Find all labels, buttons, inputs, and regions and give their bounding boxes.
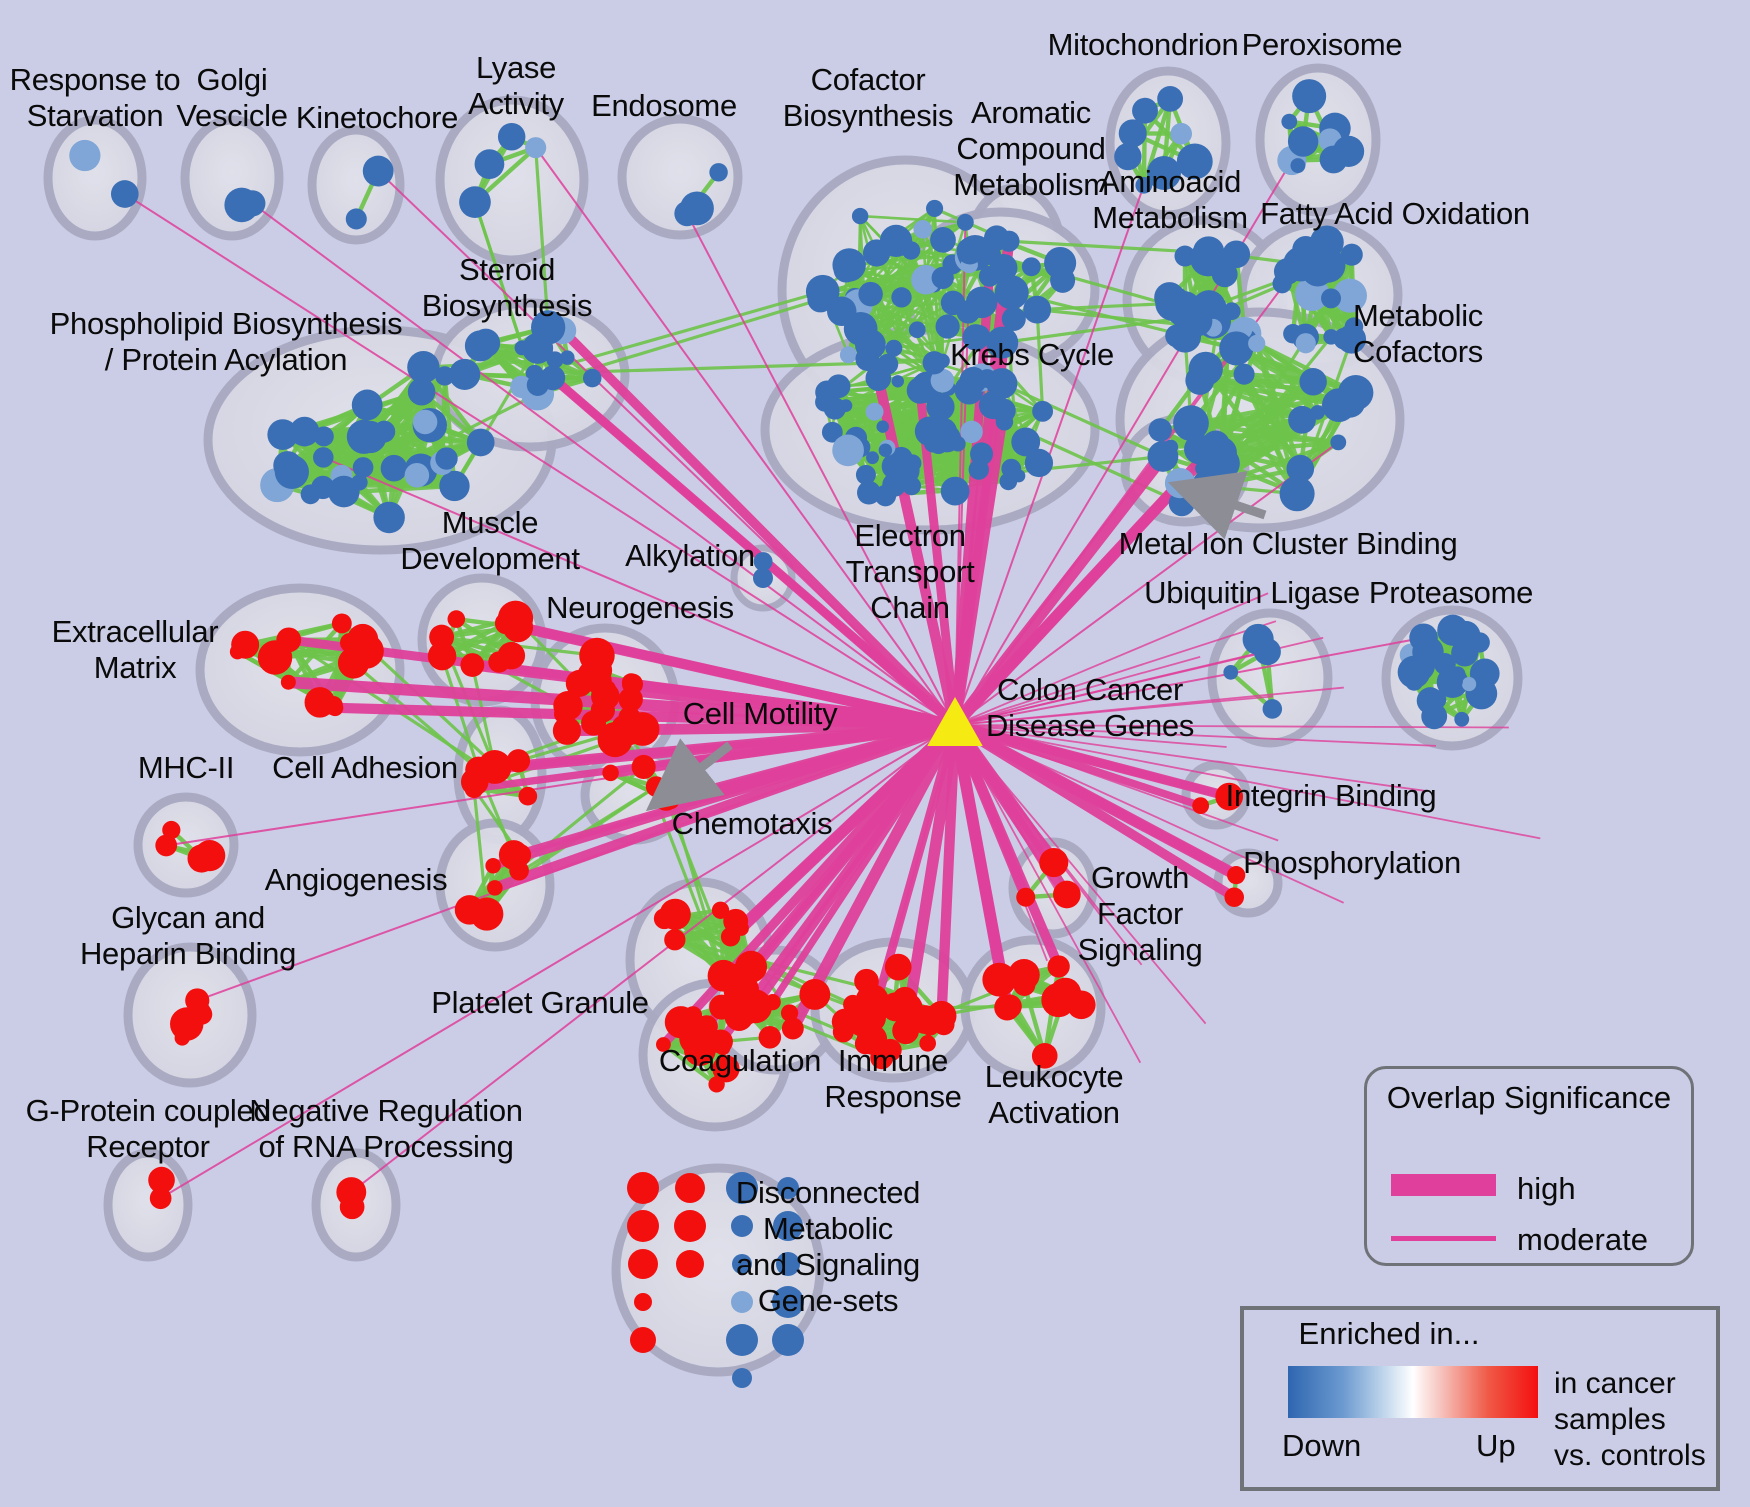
cluster-label-response-to-starvation: Response to Starvation — [9, 62, 181, 133]
enrichment-up-label: Up — [1476, 1428, 1516, 1463]
overlap-high-label: high — [1517, 1171, 1576, 1206]
cluster-label-coagulation: Coagulation — [658, 1043, 822, 1078]
cluster-label-negative-regulation-rna-processing: Negative Regulation of RNA Processing — [249, 1093, 523, 1164]
cluster-label-growth-factor-signaling: Growth Factor Signaling — [1077, 860, 1203, 967]
cluster-label-peroxisome: Peroxisome — [1241, 27, 1403, 62]
cluster-label-fatty-acid-oxidation: Fatty Acid Oxidation — [1260, 196, 1530, 231]
hub-label: Colon Cancer Disease Genes — [985, 672, 1195, 743]
cluster-label-muscle-development: Muscle Development — [400, 505, 580, 576]
cluster-label-metabolic-cofactors: Metabolic Cofactors — [1353, 298, 1483, 369]
overlap-high-swatch — [1391, 1174, 1496, 1196]
enrichment-context-label: in cancer samples vs. controls — [1554, 1367, 1706, 1472]
enrichment-colorbar — [1288, 1366, 1538, 1418]
cluster-label-krebs-cycle: Krebs Cycle — [950, 337, 1114, 372]
cluster-label-ubiquitin-ligase: Ubiquitin Ligase — [1144, 575, 1360, 610]
cluster-label-aminoacid-metabolism: Aminoacid Metabolism — [1092, 164, 1248, 235]
overlap-legend-title: Overlap Significance — [1386, 1080, 1672, 1115]
cluster-label-chemotaxis: Chemotaxis — [671, 806, 833, 841]
cluster-label-mhc-ii: MHC-II — [137, 750, 235, 785]
overlap-moderate-swatch — [1391, 1236, 1496, 1241]
cluster-label-angiogenesis: Angiogenesis — [264, 862, 448, 897]
cluster-label-g-protein-coupled-receptor: G-Protein coupled Receptor — [25, 1093, 271, 1164]
cluster-label-glycan-heparin-binding: Glycan and Heparin Binding — [79, 900, 297, 971]
cluster-label-extracellular-matrix: Extracellular Matrix — [51, 614, 219, 685]
cluster-label-aromatic-compound-metabolism: Aromatic Compound Metabolism — [953, 95, 1109, 202]
cluster-label-cell-adhesion: Cell Adhesion — [272, 750, 458, 785]
enrichment-legend-title: Enriched in... — [1298, 1316, 1480, 1351]
cluster-label-disconnected-gene-sets: Disconnected Metabolic and Signaling Gen… — [735, 1175, 921, 1318]
cluster-label-proteasome: Proteasome — [1368, 575, 1534, 610]
cluster-label-electron-transport-chain: Electron Transport Chain — [845, 518, 975, 625]
overlap-significance-legend: Overlap Significance high moderate — [1364, 1066, 1694, 1266]
cluster-label-metal-ion-cluster-binding: Metal Ion Cluster Binding — [1118, 526, 1458, 561]
overlap-moderate-label: moderate — [1517, 1222, 1648, 1257]
cluster-label-immune-response: Immune Response — [824, 1043, 962, 1114]
network-nodes — [69, 79, 1500, 1388]
cluster-label-mitochondrion: Mitochondrion — [1047, 27, 1239, 62]
cluster-label-steroid-biosynthesis: Steroid Biosynthesis — [421, 252, 593, 323]
cluster-label-golgi-vescicle: Golgi Vescicle — [176, 62, 288, 133]
cluster-label-alkylation: Alkylation — [625, 538, 755, 573]
cluster-label-endosome: Endosome — [591, 88, 737, 123]
cluster-label-neurogenesis: Neurogenesis — [546, 590, 734, 625]
cluster-label-integrin-binding: Integrin Binding — [1225, 778, 1437, 813]
annotation-arrows — [645, 471, 1267, 812]
cluster-label-kinetochore: Kinetochore — [295, 100, 459, 135]
cluster-label-cell-motility: Cell Motility — [682, 696, 838, 731]
enrichment-down-label: Down — [1282, 1428, 1362, 1463]
cluster-label-phosphorylation: Phosphorylation — [1243, 845, 1461, 880]
cluster-label-leukocyte-activation: Leukocyte Activation — [984, 1059, 1124, 1130]
enrichment-legend: Enriched in... Down Up in cancer samples… — [1240, 1306, 1720, 1491]
cluster-label-platelet-granule: Platelet Granule — [431, 985, 649, 1020]
hub-node[interactable] — [927, 696, 983, 746]
cluster-label-lyase-activity: Lyase Activity — [468, 50, 564, 121]
cluster-label-phospholipid-biosynthesis: Phospholipid Biosynthesis / Protein Acyl… — [49, 306, 403, 377]
cluster-label-cofactor-biosynthesis: Cofactor Biosynthesis — [782, 62, 954, 133]
